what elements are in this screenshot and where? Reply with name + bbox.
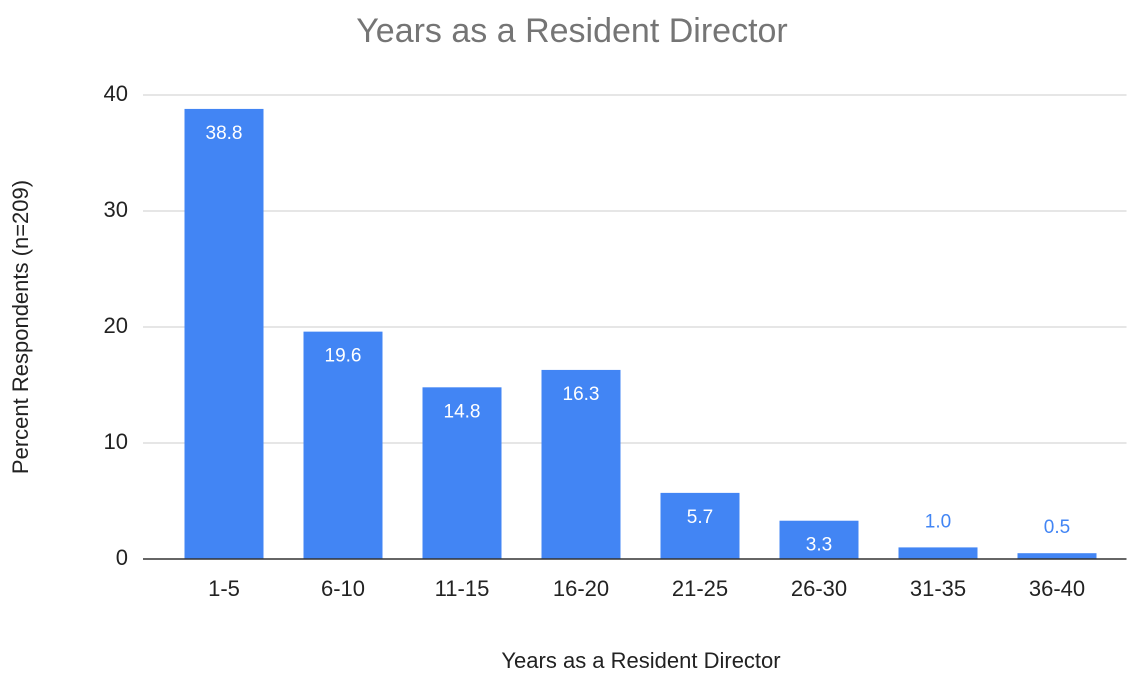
bar: [422, 387, 502, 559]
data-label: 14.8: [444, 401, 481, 422]
data-label: 3.3: [806, 535, 832, 556]
chart-title: Years as a Resident Director: [356, 12, 788, 50]
bar: [779, 520, 859, 559]
y-tick-label: 30: [104, 197, 128, 222]
y-axis-label: Percent Respondents (n=209): [8, 180, 33, 474]
bar: [541, 369, 621, 559]
bar: [660, 492, 740, 559]
x-axis-label: Years as a Resident Director: [501, 648, 780, 673]
x-tick-label: 26-30: [791, 576, 847, 601]
bar: [1017, 553, 1097, 559]
x-tick-label: 11-15: [435, 576, 490, 601]
y-tick-label: 0: [116, 545, 128, 570]
x-tick-label: 31-35: [910, 576, 966, 601]
y-tick-label: 20: [104, 313, 128, 338]
x-tick-label: 16-20: [553, 576, 609, 601]
y-tick-label: 40: [104, 81, 128, 106]
data-label: 1.0: [925, 511, 951, 532]
data-label: 0.5: [1044, 517, 1070, 538]
x-tick-label: 1-5: [208, 576, 240, 601]
bar: [184, 108, 264, 560]
x-tick-label: 21-25: [672, 576, 728, 601]
data-label: 19.6: [325, 346, 362, 367]
data-label: 5.7: [687, 507, 713, 528]
bar: [303, 331, 383, 559]
y-tick-label: 10: [104, 429, 128, 454]
data-label: 16.3: [563, 384, 600, 405]
x-tick-label: 6-10: [321, 576, 365, 601]
x-tick-label: 36-40: [1029, 576, 1085, 601]
bar: [898, 547, 978, 559]
data-label: 38.8: [206, 123, 243, 144]
